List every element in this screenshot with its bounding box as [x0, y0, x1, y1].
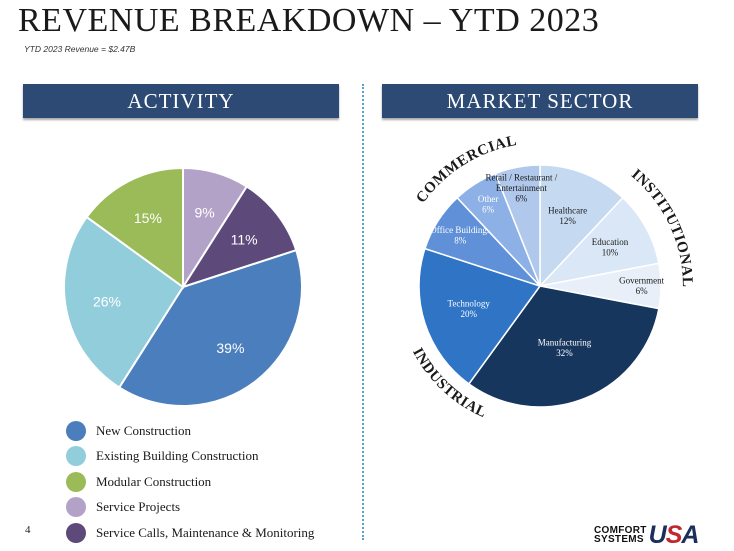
market-slice-education [537, 196, 660, 288]
legend-label: Service Calls, Maintenance & Monitoring [96, 524, 315, 540]
page-title: REVENUE BREAKDOWN – YTD 2023 [18, 2, 600, 39]
logo-line2: SYSTEMS [594, 534, 644, 545]
legend-label: Existing Building Construction [96, 448, 259, 464]
activity-pie-chart: 9% 11% 39% 26% 15% [63, 166, 303, 407]
activity-slice-modular-construction [85, 166, 184, 289]
market-slice-manufacturing [467, 285, 660, 408]
market-slice-technology [418, 247, 542, 385]
market-label-manufacturing: Manufacturing 32% [538, 337, 592, 358]
market-sector-pie-chart: Healthcare 12%Education 10% Government 6% Man… [418, 164, 665, 408]
legend-item-service-calls-maintenance-monitoring: Service Calls, Maintenance & Monitoring [66, 520, 314, 546]
legend-label: New Construction [96, 422, 191, 438]
legend-item-existing-building-construction: Existing Building Construction [66, 444, 314, 470]
market-label-office-buildings: Office Buildings 8% [430, 225, 491, 246]
market-label-healthcare: Healthcare 12% [548, 206, 587, 227]
page-subtitle: YTD 2023 Revenue = $2.47B [24, 44, 136, 54]
page-number: 4 [25, 524, 31, 536]
company-logo: COMFORT SYSTEMS USA [594, 520, 700, 549]
legend-swatch [66, 446, 86, 467]
activity-slice-existing-building-construction [63, 215, 185, 389]
activity-label-new-construction: 39% [216, 340, 244, 356]
legend-item-modular-construction: Modular Construction [66, 469, 314, 495]
market-slice-retail-restaurant-entertainment [494, 164, 541, 287]
logo-usa-mark: USA [648, 520, 700, 549]
market-label-government: Government 6% [619, 276, 664, 297]
activity-legend: New Construction Existing Building Constr… [66, 418, 314, 546]
legend-label: Modular Construction [96, 473, 212, 489]
activity-header: ACTIVITY [23, 84, 339, 118]
activity-slice-new-construction [117, 248, 303, 407]
market-label-retail-restaurant-entertainment: Retail / Restaurant / Entertainment 6% [486, 173, 558, 204]
legend-swatch [66, 497, 86, 518]
activity-label-modular-construction: 15% [134, 210, 162, 226]
market-label-education: Education 10% [592, 237, 629, 258]
legend-swatch [66, 522, 86, 543]
legend-swatch [66, 471, 86, 492]
activity-label-service-projects: 9% [194, 205, 214, 221]
market-sector-header: MARKET SECTOR [382, 84, 698, 118]
legend-item-service-projects: Service Projects [66, 495, 314, 521]
legend-swatch [66, 420, 86, 441]
legend-label: Service Projects [96, 499, 181, 515]
logo-line1: COMFORT [594, 525, 647, 536]
panel-divider [362, 84, 364, 540]
market-label-other: Other 6% [478, 194, 499, 215]
activity-label-existing-building-construction: 26% [93, 294, 121, 310]
market-label-technology: Technology 20% [448, 299, 491, 320]
activity-slice-service-calls-maintenance-monitoring [180, 185, 298, 289]
market-slice-healthcare [539, 164, 624, 288]
legend-item-new-construction: New Construction [66, 418, 314, 444]
activity-label-service-calls-maintenance-monitoring: 11% [231, 232, 258, 248]
